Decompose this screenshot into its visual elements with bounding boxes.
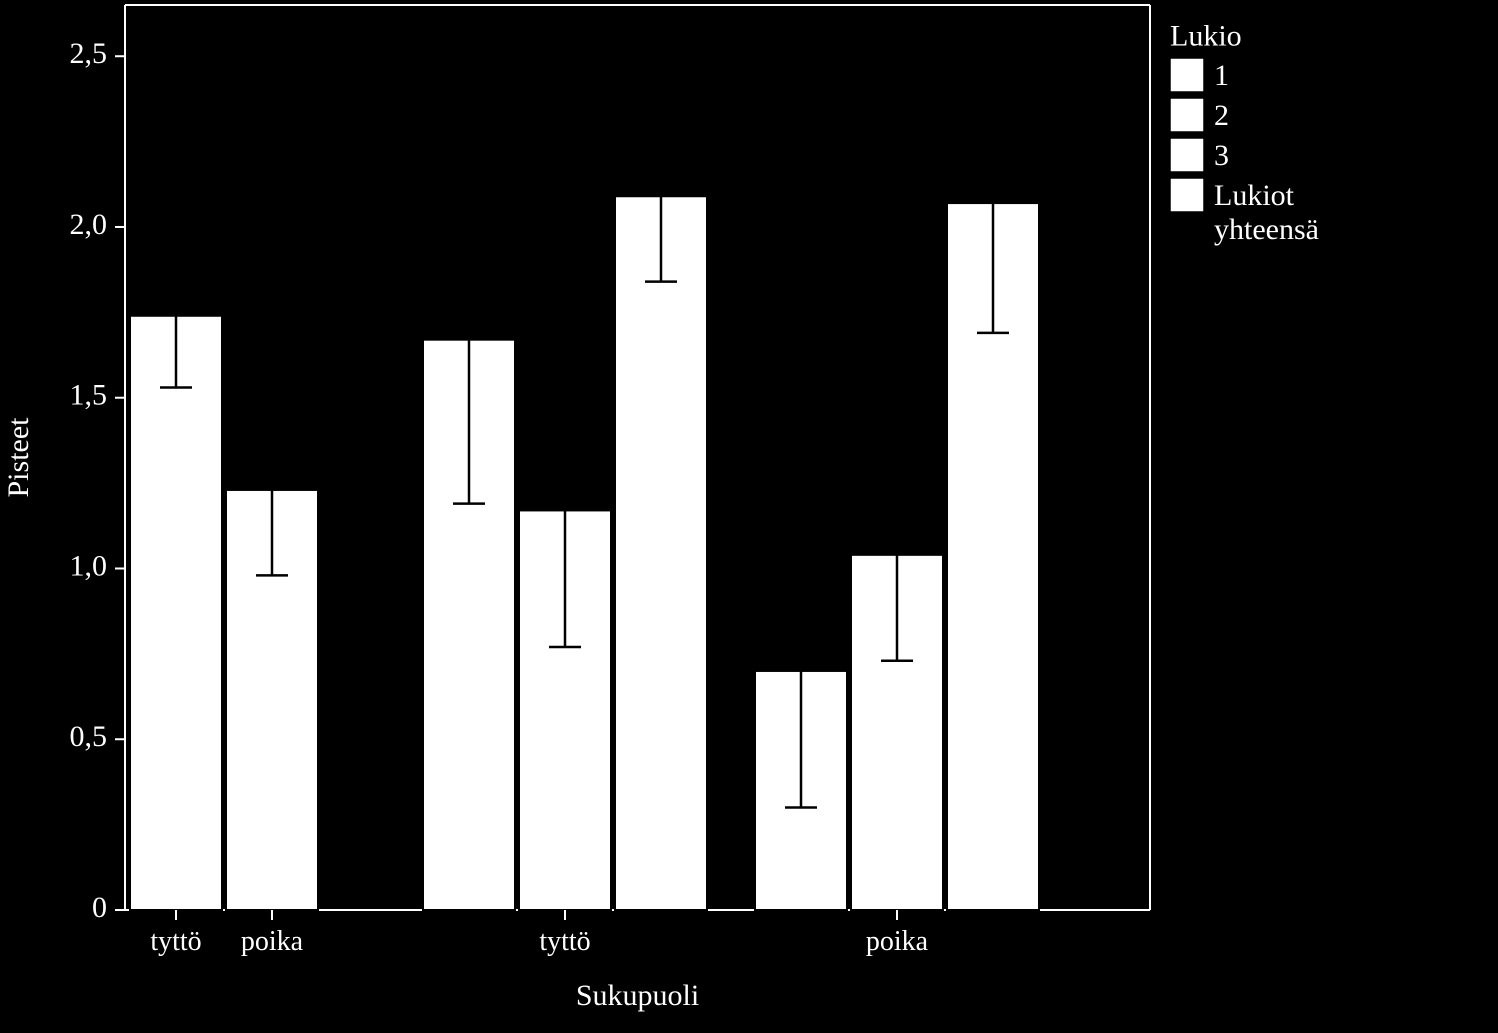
x-category-label: tyttö bbox=[539, 926, 590, 957]
x-axis-title-svg: Sukupuoli bbox=[576, 979, 699, 1012]
legend-title-svg: Lukio bbox=[1170, 20, 1242, 53]
legend-item-label: yhteensä bbox=[1214, 213, 1319, 246]
x-category-label: tyttö bbox=[150, 926, 201, 957]
legend-item-label: Lukiot bbox=[1214, 179, 1295, 212]
bar bbox=[615, 196, 707, 910]
bar-chart: 0 0,5 1,0 1,5 2,0 2,5 Pisteet tyttö poika tyttö po… bbox=[0, 0, 1498, 1033]
y-axis-title-svg: Pisteet bbox=[2, 417, 35, 498]
y-tick-label: 2,5 bbox=[70, 37, 108, 70]
legend-item-label: 3 bbox=[1214, 139, 1229, 172]
legend-item-label: 1 bbox=[1214, 59, 1229, 92]
chart-svg: 0 0,5 1,0 1,5 2,0 2,5 Pisteet tyttö poika tyttö po… bbox=[0, 0, 1498, 1033]
legend-item-label: 2 bbox=[1214, 99, 1229, 132]
y-tick-label: 0 bbox=[92, 891, 107, 924]
x-category-label: poika bbox=[866, 926, 929, 957]
y-tick-label: 1,5 bbox=[70, 379, 108, 412]
legend-swatch bbox=[1170, 98, 1204, 132]
y-tick-label: 1,0 bbox=[70, 549, 108, 582]
y-tick-label: 0,5 bbox=[70, 720, 108, 753]
y-tick-label: 2,0 bbox=[70, 208, 108, 241]
legend-swatch bbox=[1170, 138, 1204, 172]
legend-swatch bbox=[1170, 178, 1204, 212]
x-category-label: poika bbox=[241, 926, 304, 957]
bar bbox=[130, 316, 222, 910]
legend-swatch bbox=[1170, 58, 1204, 92]
